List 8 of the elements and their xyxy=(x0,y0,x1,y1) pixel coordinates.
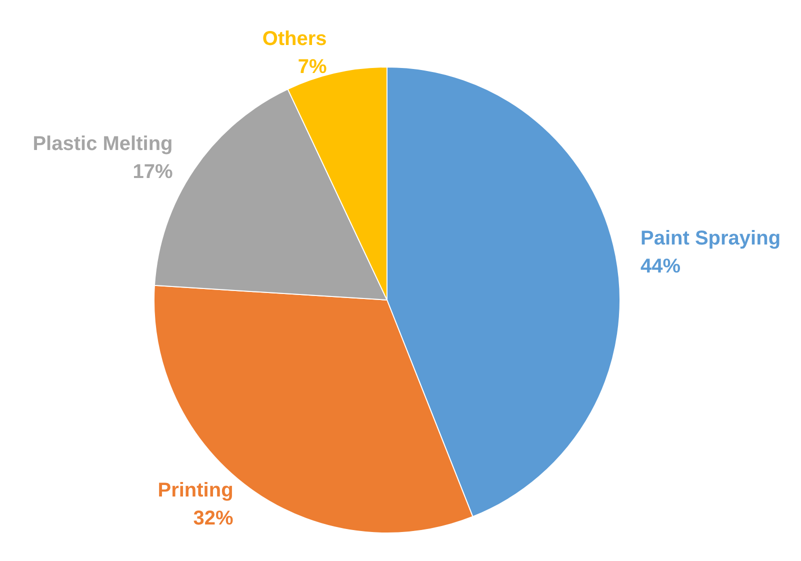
slice-label: Others xyxy=(262,28,327,50)
data-label: 17% xyxy=(132,160,173,183)
data-label: 44% xyxy=(640,256,681,278)
slice-label: Plastic Melting xyxy=(32,132,173,155)
data-label: 7% xyxy=(298,56,328,78)
slice-label: Paint Spraying xyxy=(640,228,781,250)
slice-label: Printing xyxy=(158,480,234,502)
data-label: 32% xyxy=(193,508,234,530)
